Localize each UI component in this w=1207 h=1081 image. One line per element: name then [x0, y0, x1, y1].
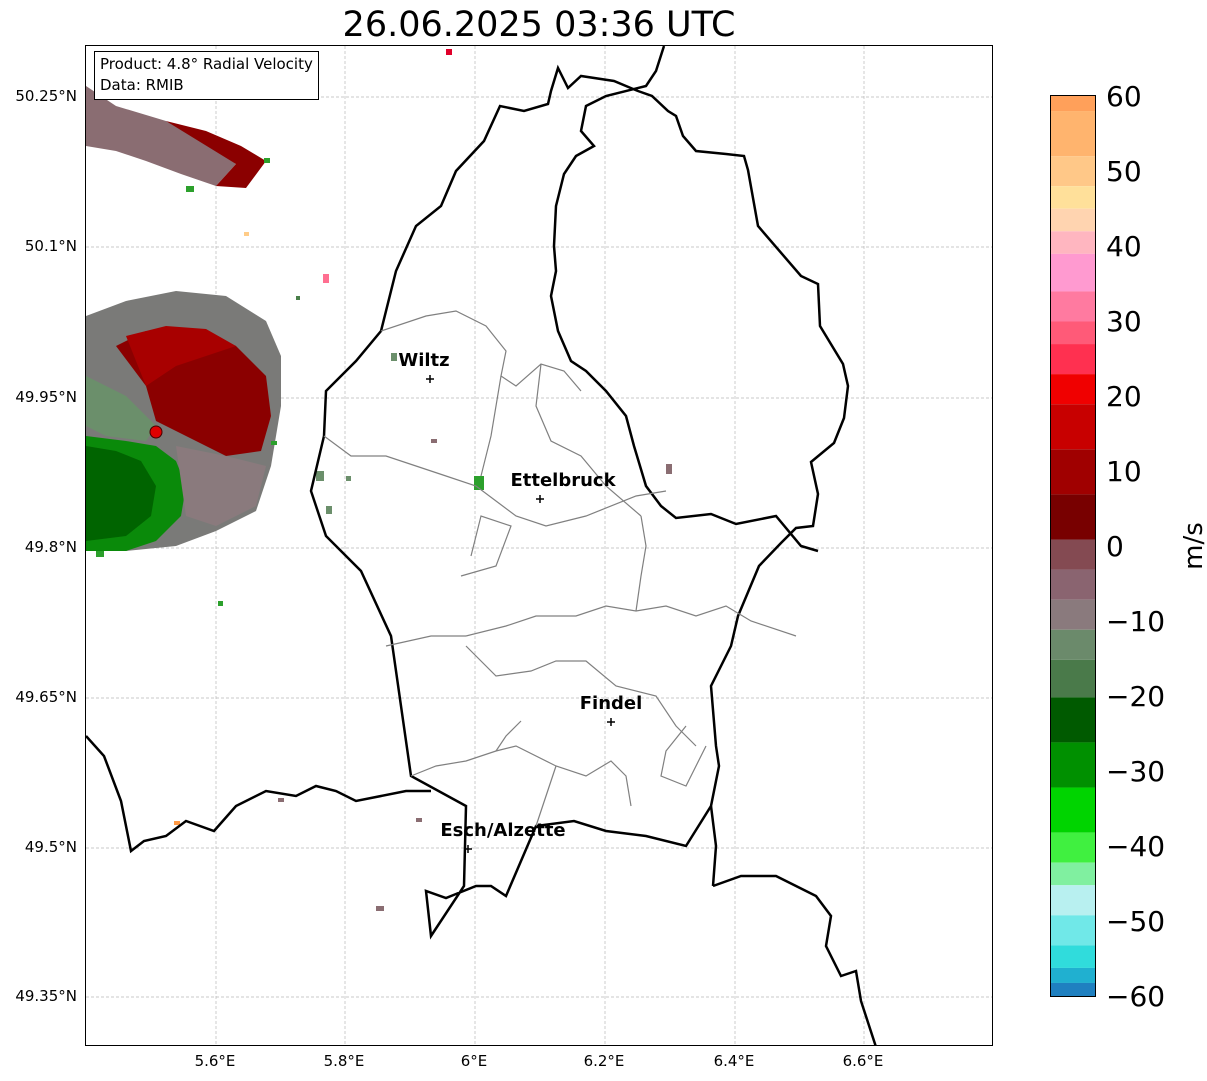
colorbar-tick-label: −30 — [1106, 755, 1166, 788]
colorbar-gradient — [1051, 96, 1095, 996]
velocity-colorbar — [1050, 95, 1096, 997]
radar-map[interactable] — [85, 45, 993, 1046]
lon-tick-label: 5.6°E — [194, 1052, 236, 1070]
colorbar-tick-label: 30 — [1106, 305, 1142, 338]
lat-tick-label: 49.8°N — [24, 538, 77, 556]
colorbar-tick-label: 50 — [1106, 155, 1142, 188]
colorbar-tick-label: 10 — [1106, 455, 1142, 488]
colorbar-unit-label: m/s — [1178, 522, 1207, 570]
radar-echo-couplet — [86, 274, 672, 911]
lon-tick-label: 6.2°E — [583, 1052, 625, 1070]
canton-boundaries — [323, 310, 797, 827]
lat-tick-label: 50.1°N — [24, 237, 77, 255]
radar-site-marker — [149, 425, 163, 439]
city-markers — [426, 375, 615, 853]
radar-echo-north — [86, 49, 452, 236]
lat-tick-label: 49.95°N — [15, 388, 77, 406]
lat-tick-label: 50.25°N — [15, 87, 77, 105]
colorbar-tick-label: −20 — [1106, 680, 1166, 713]
colorbar-tick-label: −40 — [1106, 830, 1166, 863]
border-luxembourg-south — [709, 805, 718, 887]
lon-tick-label: 6°E — [460, 1052, 488, 1070]
product-info-box: Product: 4.8° Radial Velocity Data: RMIB — [94, 51, 319, 100]
data-source-label: Data: RMIB — [100, 76, 184, 94]
border-east — [549, 46, 819, 553]
colorbar-tick-label: −10 — [1106, 605, 1166, 638]
colorbar-tick-label: 0 — [1106, 530, 1124, 563]
lon-tick-label: 5.8°E — [323, 1052, 365, 1070]
lon-tick-label: 6.4°E — [713, 1052, 755, 1070]
border-west — [86, 735, 431, 854]
colorbar-tick-label: 60 — [1106, 80, 1142, 113]
city-label-findel: Findel — [579, 693, 643, 714]
lat-tick-label: 49.65°N — [15, 688, 77, 706]
city-label-ettelbruck: Ettelbruck — [510, 470, 616, 491]
colorbar-tick-label: −60 — [1106, 980, 1166, 1013]
product-label: Product: 4.8° Radial Velocity — [100, 55, 313, 73]
map-gridlines — [86, 46, 992, 1045]
lon-tick-label: 6.6°E — [842, 1052, 884, 1070]
map-title: 26.06.2025 03:36 UTC — [342, 5, 736, 45]
city-label-wiltz: Wiltz — [398, 350, 450, 371]
colorbar-tick-label: 40 — [1106, 230, 1142, 263]
border-southeast — [712, 874, 877, 1045]
colorbar-tick-label: 20 — [1106, 380, 1142, 413]
colorbar-tick-label: −50 — [1106, 905, 1166, 938]
city-label-esch-alzette: Esch/Alzette — [440, 820, 566, 841]
lat-tick-label: 49.35°N — [15, 987, 77, 1005]
luxembourg-border — [309, 64, 850, 940]
lat-tick-label: 49.5°N — [24, 838, 77, 856]
map-canvas — [86, 46, 992, 1045]
